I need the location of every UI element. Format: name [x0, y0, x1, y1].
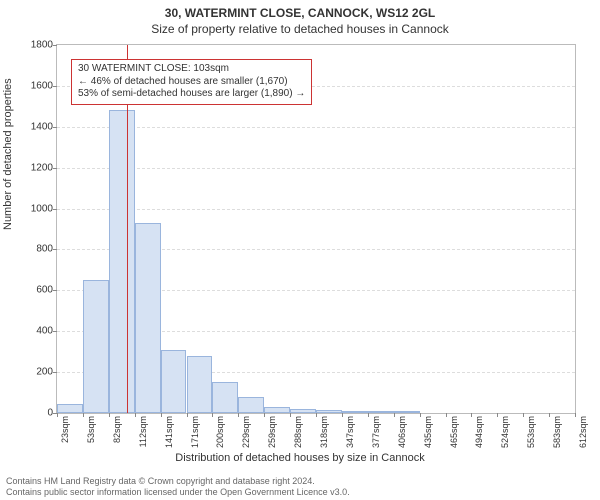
- y-tick-mark: [53, 127, 57, 128]
- histogram-bar: [161, 350, 187, 413]
- y-tick-mark: [53, 331, 57, 332]
- x-tick-label: 318sqm: [319, 416, 329, 448]
- y-tick-mark: [53, 45, 57, 46]
- x-tick-mark: [290, 413, 291, 417]
- x-tick-mark: [135, 413, 136, 417]
- x-tick-mark: [187, 413, 188, 417]
- y-tick-mark: [53, 249, 57, 250]
- histogram-bar: [135, 223, 161, 413]
- x-tick-mark: [57, 413, 58, 417]
- x-tick-label: 406sqm: [397, 416, 407, 448]
- y-tick-mark: [53, 372, 57, 373]
- y-tick-label: 1000: [31, 203, 53, 214]
- histogram-bar: [264, 407, 290, 413]
- x-tick-mark: [83, 413, 84, 417]
- y-tick-label: 600: [36, 285, 53, 296]
- y-tick-label: 1400: [31, 121, 53, 132]
- y-tick-mark: [53, 290, 57, 291]
- x-tick-label: 141sqm: [164, 416, 174, 448]
- x-tick-label: 347sqm: [345, 416, 355, 448]
- x-tick-label: 112sqm: [138, 416, 148, 447]
- footer-line2: Contains public sector information licen…: [6, 487, 594, 498]
- x-tick-mark: [471, 413, 472, 417]
- histogram-bar: [109, 110, 135, 413]
- x-tick-mark: [161, 413, 162, 417]
- histogram-bar: [212, 382, 238, 413]
- page-title: 30, WATERMINT CLOSE, CANNOCK, WS12 2GL: [0, 0, 600, 20]
- x-tick-label: 465sqm: [449, 416, 459, 448]
- gridline: [57, 168, 575, 169]
- x-tick-mark: [368, 413, 369, 417]
- x-tick-label: 435sqm: [423, 416, 433, 448]
- x-tick-mark: [264, 413, 265, 417]
- histogram-bar: [187, 356, 213, 413]
- x-tick-mark: [549, 413, 550, 417]
- x-tick-mark: [497, 413, 498, 417]
- x-tick-label: 494sqm: [474, 416, 484, 448]
- histogram-bar: [83, 280, 109, 413]
- histogram-bar: [394, 411, 420, 413]
- x-tick-mark: [420, 413, 421, 417]
- x-tick-mark: [446, 413, 447, 417]
- y-tick-mark: [53, 209, 57, 210]
- histogram-bar: [290, 409, 316, 413]
- y-tick-label: 1800: [31, 40, 53, 51]
- annotation-box: 30 WATERMINT CLOSE: 103sqm ← 46% of deta…: [71, 59, 312, 105]
- x-tick-mark: [316, 413, 317, 417]
- annotation-line1: 30 WATERMINT CLOSE: 103sqm: [78, 63, 305, 76]
- x-tick-label: 553sqm: [526, 416, 536, 448]
- annotation-line3: 53% of semi-detached houses are larger (…: [78, 88, 305, 101]
- x-axis-label: Distribution of detached houses by size …: [0, 452, 600, 464]
- footer-attribution: Contains HM Land Registry data © Crown c…: [6, 476, 594, 498]
- y-tick-mark: [53, 168, 57, 169]
- y-tick-label: 1200: [31, 162, 53, 173]
- y-tick-mark: [53, 86, 57, 87]
- x-tick-label: 583sqm: [552, 416, 562, 448]
- y-tick-label: 800: [36, 244, 53, 255]
- y-tick-label: 1600: [31, 80, 53, 91]
- x-tick-mark: [523, 413, 524, 417]
- x-tick-mark: [342, 413, 343, 417]
- histogram-bar: [238, 397, 264, 413]
- y-axis-label: Number of detached properties: [2, 78, 14, 230]
- x-tick-label: 377sqm: [371, 416, 381, 448]
- histogram-bar: [57, 404, 83, 413]
- x-tick-label: 229sqm: [241, 416, 251, 448]
- x-tick-label: 53sqm: [86, 416, 96, 443]
- x-tick-label: 259sqm: [267, 416, 277, 448]
- gridline: [57, 127, 575, 128]
- x-tick-mark: [238, 413, 239, 417]
- x-tick-mark: [109, 413, 110, 417]
- x-tick-mark: [212, 413, 213, 417]
- annotation-line2: ← 46% of detached houses are smaller (1,…: [78, 76, 305, 89]
- x-tick-mark: [575, 413, 576, 417]
- chart-plot-area: 02004006008001000120014001600180023sqm53…: [56, 44, 576, 414]
- x-tick-label: 200sqm: [215, 416, 225, 448]
- y-tick-label: 200: [36, 367, 53, 378]
- histogram-bar: [316, 410, 342, 413]
- x-tick-label: 82sqm: [112, 416, 122, 443]
- x-tick-label: 612sqm: [578, 416, 588, 448]
- x-tick-label: 524sqm: [500, 416, 510, 448]
- x-tick-label: 171sqm: [190, 416, 200, 448]
- histogram-bar: [368, 411, 394, 413]
- x-tick-label: 288sqm: [293, 416, 303, 448]
- gridline: [57, 209, 575, 210]
- page-subtitle: Size of property relative to detached ho…: [0, 20, 600, 36]
- histogram-bar: [342, 411, 368, 413]
- footer-line1: Contains HM Land Registry data © Crown c…: [6, 476, 594, 487]
- x-tick-mark: [394, 413, 395, 417]
- x-tick-label: 23sqm: [60, 416, 70, 443]
- y-tick-label: 400: [36, 326, 53, 337]
